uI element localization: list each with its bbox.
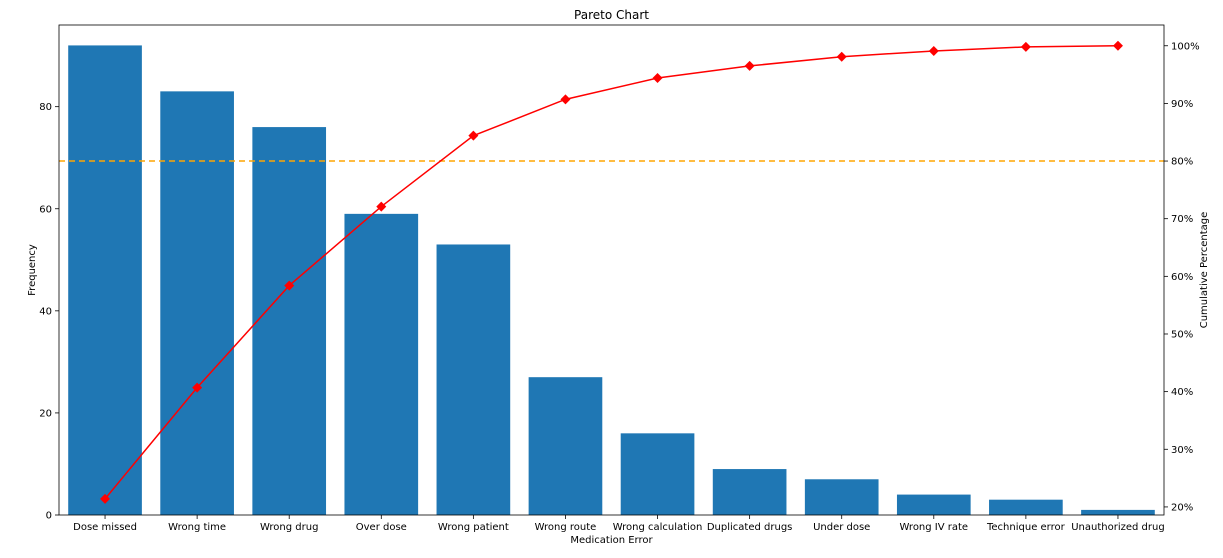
bar-5 xyxy=(528,377,603,515)
cumulative-point-5 xyxy=(560,94,571,105)
left-axis: 0 20 40 60 80 xyxy=(39,102,59,522)
cumulative-point-2 xyxy=(284,280,295,291)
left-tick-label-4: 80 xyxy=(39,102,52,113)
left-tick-label-1: 20 xyxy=(39,408,52,419)
x-tick-label-1: Wrong time xyxy=(168,522,226,533)
y-axis-label: Frequency xyxy=(27,244,38,296)
cumulative-point-10 xyxy=(1020,41,1031,52)
x-tick-label-0: Dose missed xyxy=(73,522,137,533)
y2-axis-label: Cumulative Percentage xyxy=(1199,212,1210,329)
bar-6 xyxy=(620,433,695,515)
cumulative-point-11 xyxy=(1112,40,1123,51)
x-axis: Dose missed Wrong time Wrong drug Over dose… xyxy=(73,515,1165,533)
bar-8 xyxy=(804,479,879,515)
left-tick-label-0: 0 xyxy=(46,511,52,522)
x-tick-label-5: Wrong route xyxy=(535,522,597,533)
cumulative-point-6 xyxy=(652,73,663,84)
x-tick-label-2: Wrong drug xyxy=(260,522,318,533)
cumulative-point-3 xyxy=(376,201,387,212)
x-tick-label-10: Technique error xyxy=(986,522,1066,533)
right-tick-label-8: 100% xyxy=(1171,41,1200,52)
x-tick-label-11: Unauthorized drug xyxy=(1071,522,1164,533)
right-tick-label-0: 20% xyxy=(1171,502,1193,513)
cumulative-point-0 xyxy=(100,493,111,504)
bar-9 xyxy=(896,494,971,515)
cumulative-point-1 xyxy=(192,382,203,393)
bar-2 xyxy=(252,127,327,515)
bar-3 xyxy=(344,213,419,515)
x-axis-label: Medication Error xyxy=(570,535,653,546)
x-tick-label-9: Wrong IV rate xyxy=(899,522,968,533)
x-tick-label-6: Wrong calculation xyxy=(613,522,703,533)
x-tick-label-7: Duplicated drugs xyxy=(707,522,793,533)
left-tick-label-2: 40 xyxy=(39,306,52,317)
right-tick-label-2: 40% xyxy=(1171,387,1193,398)
cumulative-point-8 xyxy=(836,51,847,62)
bar-1 xyxy=(160,91,234,516)
bar-10 xyxy=(989,499,1063,515)
cumulative-line xyxy=(104,45,1118,500)
bar-4 xyxy=(436,244,511,515)
right-tick-label-6: 80% xyxy=(1171,157,1193,168)
cumulative-line-group xyxy=(100,40,1123,504)
plot-frame xyxy=(58,24,1165,516)
chart-title: Pareto Chart xyxy=(574,8,649,22)
x-tick-label-4: Wrong patient xyxy=(438,522,509,533)
right-tick-label-1: 30% xyxy=(1171,445,1193,456)
right-tick-label-4: 60% xyxy=(1171,272,1193,283)
x-tick-label-3: Over dose xyxy=(356,522,407,533)
bar-11 xyxy=(1081,509,1155,515)
x-tick-label-8: Under dose xyxy=(813,522,870,533)
bar-0 xyxy=(68,45,142,516)
right-axis: 20% 30% 40% 50% 60% 70% 80% 90% 100% xyxy=(1164,41,1200,513)
cumulative-point-9 xyxy=(928,45,939,56)
right-tick-label-3: 50% xyxy=(1171,329,1193,340)
right-tick-label-5: 70% xyxy=(1171,214,1193,225)
cumulative-point-7 xyxy=(744,60,755,71)
bars-group xyxy=(68,45,1155,516)
right-tick-label-7: 90% xyxy=(1171,99,1193,110)
bar-7 xyxy=(712,469,787,515)
cumulative-point-4 xyxy=(468,130,479,141)
left-tick-label-3: 60 xyxy=(39,204,52,215)
